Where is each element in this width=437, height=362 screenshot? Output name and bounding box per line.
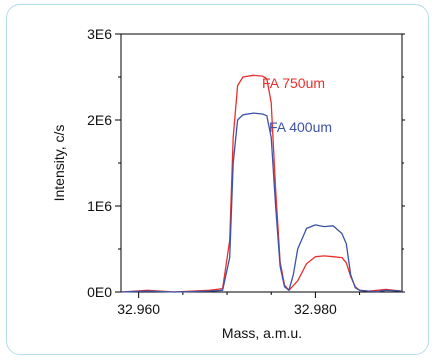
- x-tick-label: 32.960: [117, 301, 160, 317]
- y-tick-label: 2E6: [87, 112, 112, 128]
- y-axis-title: Intensity, c/s: [51, 125, 67, 202]
- y-tick-label: 1E6: [87, 198, 112, 214]
- x-axis-ticks: 32.960 32.980: [117, 292, 361, 317]
- series-line-fa-750um: [120, 74, 403, 293]
- series-label-fa-750um: FA 750um: [262, 75, 325, 91]
- plot-area: [120, 33, 403, 293]
- series-lines: [120, 74, 403, 293]
- y-tick-label: 3E6: [87, 26, 112, 42]
- series-line-fa-400um: [120, 112, 403, 293]
- y-axis-ticks: 0E0 1E6 2E6 3E6: [87, 26, 405, 300]
- chart-frame: [6, 4, 429, 355]
- x-tick-label: 32.980: [294, 301, 337, 317]
- x-axis-title: Mass, a.m.u.: [222, 325, 302, 341]
- series-label-fa-400um: FA 400um: [269, 119, 332, 135]
- y-tick-label: 0E0: [87, 284, 112, 300]
